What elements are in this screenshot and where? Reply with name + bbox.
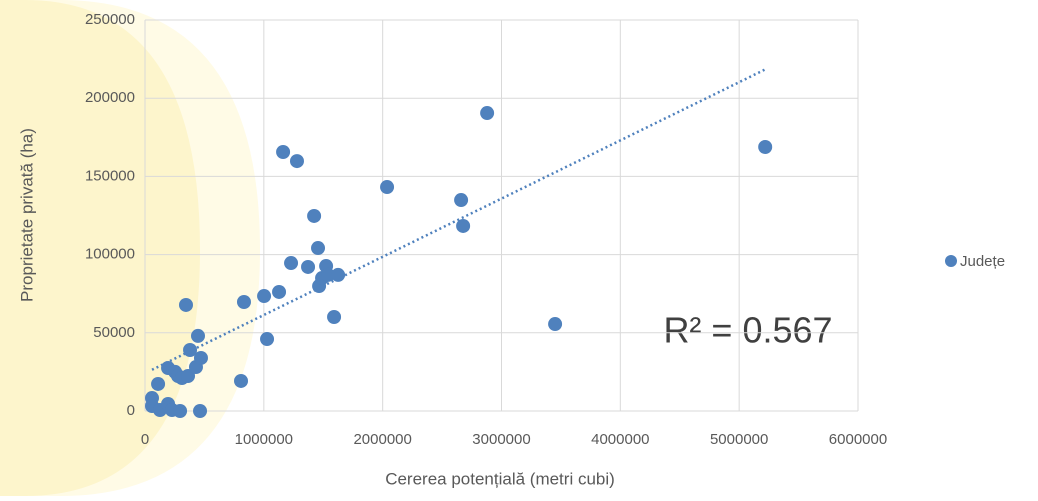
scatter-point <box>183 343 198 358</box>
x-axis-title: Cererea potențială (metri cubi) <box>385 469 615 488</box>
x-tick-label: 2000000 <box>353 431 411 448</box>
scatter-point <box>151 376 166 391</box>
scatter-point <box>181 368 196 383</box>
scatter-point <box>284 256 299 271</box>
annotation: R² = 0.567 <box>663 310 832 351</box>
scatter-point <box>454 193 469 208</box>
x-tick-label: 1000000 <box>235 431 293 448</box>
trendline <box>151 68 766 371</box>
scatter-point <box>193 404 208 418</box>
scatter-point <box>327 310 342 325</box>
y-tick-label: 100000 <box>85 246 135 263</box>
x-tick-label: 4000000 <box>591 431 649 448</box>
scatter-point <box>178 297 193 312</box>
y-axis-title: Proprietate privată (ha) <box>17 128 36 302</box>
scatter-point <box>758 139 773 154</box>
y-tick-label: 250000 <box>85 11 135 28</box>
scatter-point <box>276 145 291 160</box>
scatter-point <box>173 404 188 418</box>
x-tick-label: 3000000 <box>472 431 530 448</box>
scatter-point <box>380 180 395 195</box>
legend-label: Județe <box>960 253 1005 270</box>
scatter-point <box>257 289 272 304</box>
scatter-point <box>236 294 251 309</box>
scatter-point <box>301 259 316 274</box>
scatter-point <box>548 317 563 332</box>
x-tick-label: 6000000 <box>829 431 887 448</box>
scatter-point <box>190 328 205 343</box>
scatter-point <box>321 267 336 282</box>
scatter-point <box>234 373 249 388</box>
y-tick-label: 0 <box>127 402 135 419</box>
scatter-point <box>311 241 326 256</box>
scatter-point <box>260 332 275 347</box>
scatter-point <box>480 106 495 121</box>
scatter-point <box>456 218 471 233</box>
y-tick-label: 200000 <box>85 89 135 106</box>
x-tick-label: 5000000 <box>710 431 768 448</box>
scatter-point <box>307 208 322 223</box>
background-shape <box>0 0 200 496</box>
scatter-point <box>193 350 208 365</box>
x-tick-label: 0 <box>141 431 149 448</box>
y-tick-label: 150000 <box>85 167 135 184</box>
legend-marker <box>945 255 957 267</box>
y-tick-label: 50000 <box>93 324 135 341</box>
scatter-point <box>289 154 304 169</box>
scatter-point <box>331 267 346 282</box>
scatter-point <box>272 284 287 299</box>
